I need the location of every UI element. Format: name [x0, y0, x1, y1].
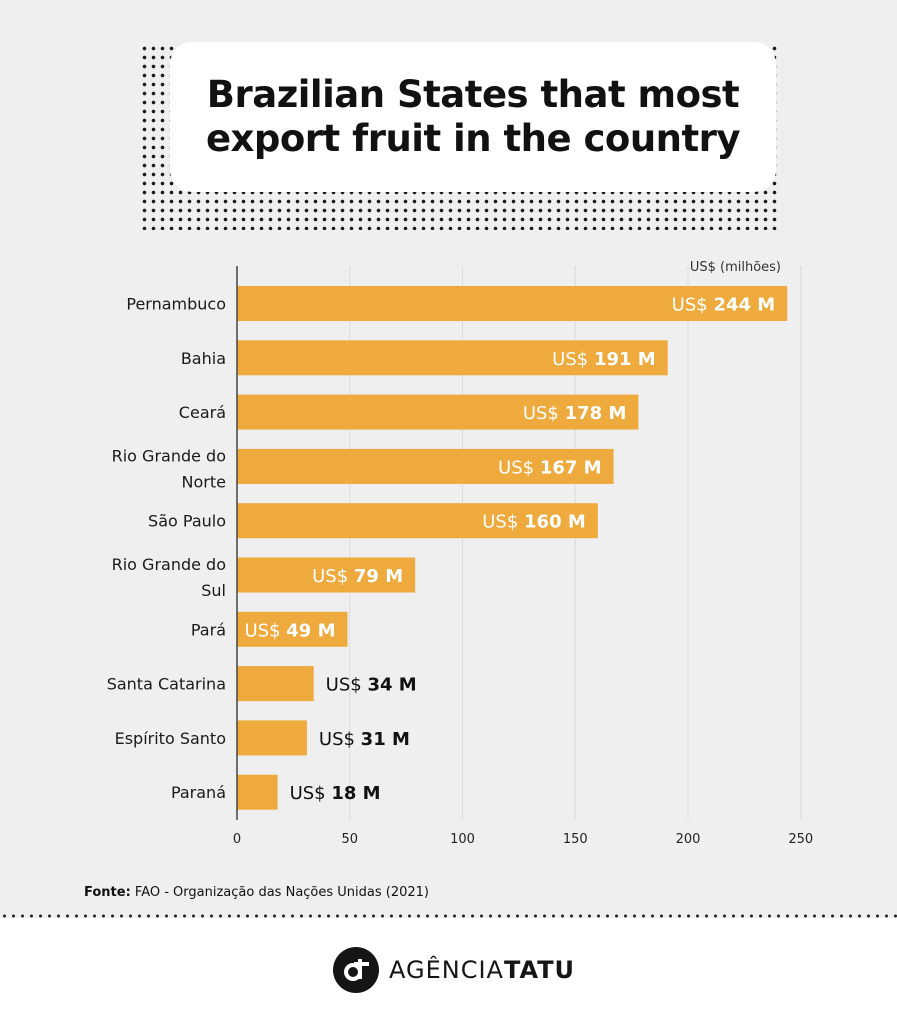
x-tick-label: 200 — [676, 832, 701, 847]
data-label: US$ 191 M — [552, 349, 656, 370]
axis-unit-label: US$ (milhões) — [690, 260, 781, 275]
x-tick-label: 50 — [341, 832, 358, 847]
category-label: Pará — [191, 620, 226, 639]
data-label: US$ 79 M — [312, 566, 403, 587]
tatu-logo-icon — [333, 947, 379, 993]
bar-chart: 0 50 100 150 200 250 US$ (milhões) Pernambuco US… — [107, 260, 813, 847]
category-label: Rio Grande do Norte — [112, 446, 226, 491]
x-tick-label: 0 — [233, 832, 241, 847]
category-label: Bahia — [181, 349, 226, 368]
category-label: Santa Catarina — [107, 675, 226, 694]
data-label: US$ 178 M — [523, 403, 627, 424]
category-label: Espírito Santo — [115, 729, 226, 748]
bar — [237, 286, 788, 321]
bar — [237, 448, 614, 484]
footer — [0, 918, 897, 1024]
footer-divider — [0, 914, 897, 918]
bar — [237, 394, 639, 430]
bar — [237, 720, 307, 756]
source-note: Fonte: FAO - Organização das Nações Unid… — [84, 885, 429, 900]
bar — [237, 340, 668, 376]
brand-logo: AGÊNCIATATU — [333, 947, 575, 993]
category-label: Rio Grande do Sul — [112, 555, 226, 600]
bar — [237, 503, 598, 539]
data-label: US$ 49 M — [244, 620, 335, 641]
brand-name-light: AGÊNCIA — [389, 956, 504, 984]
x-tick-label: 150 — [563, 832, 588, 847]
x-tick-label: 100 — [450, 832, 475, 847]
source-label: Fonte: — [84, 885, 131, 900]
bar — [237, 774, 278, 810]
data-label: US$ 160 M — [482, 512, 586, 533]
bar — [237, 666, 314, 702]
chart-title: Brazilian States that most export fruit … — [205, 73, 741, 161]
data-label: US$ 167 M — [498, 457, 602, 478]
data-label: US$ 31 M — [319, 729, 410, 750]
category-label: Paraná — [171, 783, 226, 802]
data-label: US$ 244 M — [672, 295, 776, 316]
title-card: Brazilian States that most export fruit … — [170, 42, 776, 192]
source-text: FAO - Organização das Nações Unidas (202… — [134, 885, 430, 900]
category-label: Pernambuco — [126, 295, 226, 314]
chart-title-line-2: export fruit in the country — [205, 117, 741, 160]
category-label: Ceará — [179, 403, 226, 422]
chart-title-line-1: Brazilian States that most — [206, 73, 740, 116]
brand-name: AGÊNCIATATU — [389, 956, 575, 984]
x-tick-label: 250 — [788, 832, 813, 847]
bar — [237, 611, 348, 647]
brand-name-bold: TATU — [503, 956, 576, 984]
data-label: US$ 34 M — [326, 675, 417, 696]
bar — [237, 557, 416, 593]
category-label: São Paulo — [148, 512, 226, 531]
data-label: US$ 18 M — [290, 783, 381, 804]
